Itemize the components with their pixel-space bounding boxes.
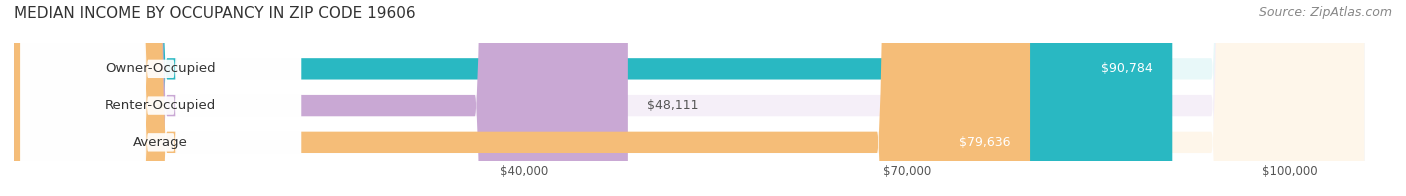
FancyBboxPatch shape	[14, 0, 1364, 196]
Text: $90,784: $90,784	[1101, 62, 1153, 75]
FancyBboxPatch shape	[14, 0, 1173, 196]
Text: Owner-Occupied: Owner-Occupied	[105, 62, 217, 75]
Text: Average: Average	[134, 136, 188, 149]
FancyBboxPatch shape	[14, 0, 1031, 196]
FancyBboxPatch shape	[21, 0, 301, 196]
FancyBboxPatch shape	[14, 0, 1364, 196]
Text: Renter-Occupied: Renter-Occupied	[105, 99, 217, 112]
Text: MEDIAN INCOME BY OCCUPANCY IN ZIP CODE 19606: MEDIAN INCOME BY OCCUPANCY IN ZIP CODE 1…	[14, 6, 416, 21]
Text: $79,636: $79,636	[959, 136, 1011, 149]
FancyBboxPatch shape	[21, 0, 301, 196]
FancyBboxPatch shape	[14, 0, 1364, 196]
Text: Source: ZipAtlas.com: Source: ZipAtlas.com	[1258, 6, 1392, 19]
Text: $48,111: $48,111	[647, 99, 699, 112]
FancyBboxPatch shape	[21, 0, 301, 196]
FancyBboxPatch shape	[14, 0, 628, 196]
